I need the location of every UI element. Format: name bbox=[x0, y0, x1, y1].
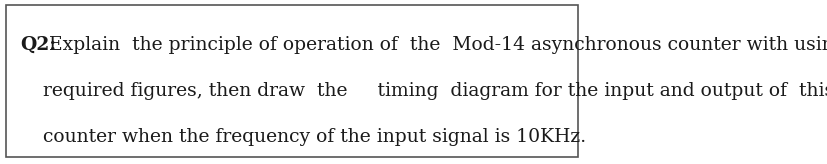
Text: Explain  the principle of operation of  the  Mod-14 asynchronous counter with us: Explain the principle of operation of th… bbox=[42, 36, 827, 54]
Text: counter when the frequency of the input signal is 10KHz.: counter when the frequency of the input … bbox=[42, 128, 585, 146]
Text: required figures, then draw  the     timing  diagram for the input and output of: required figures, then draw the timing d… bbox=[42, 82, 827, 100]
Text: Q2:: Q2: bbox=[21, 36, 56, 54]
